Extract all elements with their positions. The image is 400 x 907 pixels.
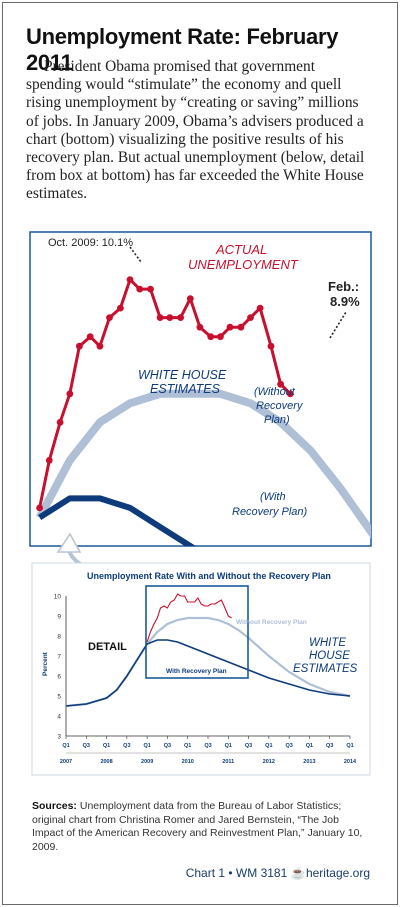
oct-annotation: Oct. 2009: 10.1% [48, 237, 133, 249]
actual-data-point [126, 276, 134, 283]
actual-label-2: UNEMPLOYMENT [188, 257, 299, 272]
page-title: Unemployment Rate: February 2011 [26, 24, 339, 75]
year-label: 2014 [344, 759, 357, 765]
year-label: 2008 [100, 759, 112, 765]
chart-number: Chart 1 • WM 3181 [185, 866, 288, 880]
x-tick-label: Q1 [306, 743, 313, 749]
detail-box [29, 231, 372, 547]
oct-leader-line [129, 246, 142, 263]
actual-data-point [147, 285, 154, 293]
actual-data-point [86, 333, 94, 341]
actual-data-point [256, 304, 264, 312]
main-wh-label-3: ESTIMATES [293, 663, 358, 675]
y-tick-label: 9 [57, 614, 61, 621]
year-label: 2007 [60, 759, 72, 765]
wh-label-1: WHITE HOUSE [138, 368, 227, 382]
y-tick-label: 6 [57, 674, 61, 681]
x-tick-label: Q3 [83, 743, 90, 749]
x-tick-label: Q3 [245, 743, 252, 749]
y-tick-label: 7 [57, 654, 61, 661]
y-tick-label: 10 [54, 594, 62, 601]
actual-data-point [237, 323, 245, 331]
actual-data-point [66, 390, 74, 398]
actual-data-point [76, 342, 83, 350]
actual-data-point [267, 342, 275, 350]
detail-region-box [145, 585, 249, 679]
main-y-label: Percent [42, 651, 49, 676]
actual-data-point [196, 323, 204, 331]
sources-note: Sources: Unemployment data from the Bure… [32, 800, 372, 854]
without-label-3: Plan) [264, 414, 290, 426]
actual-data-point [45, 457, 53, 464]
actual-data-point [136, 285, 144, 293]
actual-data-point [166, 314, 174, 321]
y-tick-label: 8 [57, 634, 61, 641]
main-series-actual [146, 593, 232, 643]
actual-data-point [36, 504, 43, 512]
x-tick-label: Q3 [164, 743, 171, 749]
wh-label-2: ESTIMATES [150, 382, 221, 396]
x-tick-label: Q1 [184, 743, 191, 749]
footer: Chart 1 • WM 3181 ☕ heritage.org [186, 866, 370, 880]
actual-data-point [117, 304, 124, 312]
year-label: 2010 [182, 759, 194, 765]
actual-data-point [226, 323, 234, 331]
main-series-with-plan [65, 639, 351, 707]
main-chart-panel [31, 562, 371, 776]
actual-data-point [207, 333, 215, 341]
feb-annotation-1: Feb.: [328, 279, 359, 294]
without-label-2: Recovery [256, 400, 304, 412]
x-tick-label: Q3 [285, 743, 292, 749]
main-chart-title: Unemployment Rate With and Without the R… [87, 571, 331, 581]
actual-data-point [217, 333, 224, 341]
year-label: 2012 [263, 759, 275, 765]
year-label: 2011 [222, 759, 234, 765]
x-tick-label: Q1 [103, 743, 110, 749]
x-tick-label: Q1 [62, 743, 69, 749]
actual-data-point [156, 314, 164, 321]
feb-leader-line [329, 311, 347, 339]
x-tick-label: Q3 [326, 743, 333, 749]
with-label-1: (With [260, 491, 286, 503]
actual-data-point [106, 314, 113, 321]
y-tick-label: 4 [57, 714, 61, 721]
actual-data-point [186, 295, 194, 302]
x-tick-label: Q1 [346, 743, 353, 749]
sources-label: Sources: [32, 800, 77, 812]
intro-paragraph: President Obama promised that government… [26, 58, 365, 203]
x-tick-label: Q1 [143, 743, 150, 749]
feb-annotation-2: 8.9% [330, 294, 360, 309]
x-tick-label: Q1 [265, 743, 272, 749]
sources-text: Unemployment data from the Bureau of Lab… [32, 800, 363, 853]
detail-arrow-head [56, 532, 82, 553]
main-wh-label-2: HOUSE [309, 650, 350, 662]
detail-series-with-plan [37, 495, 196, 546]
x-tick-label: Q3 [204, 743, 211, 749]
actual-data-point [177, 314, 185, 321]
with-label-2: Recovery Plan) [232, 506, 308, 518]
year-label: 2009 [141, 759, 153, 765]
with-plan-label: With Recovery Plan [166, 668, 227, 675]
actual-data-point [96, 342, 104, 350]
without-label-1: (Without [254, 386, 296, 398]
actual-label-1: ACTUAL [215, 242, 267, 257]
actual-data-point [56, 418, 64, 426]
x-tick-label: Q3 [123, 743, 130, 749]
y-tick-label: 3 [57, 734, 61, 741]
detail-series-without-plan [36, 389, 371, 539]
site-name: heritage.org [305, 866, 370, 880]
actual-data-point [247, 314, 254, 321]
y-tick-label: 5 [57, 694, 61, 701]
actual-data-point [286, 390, 294, 398]
main-wh-label-1: WHITE [309, 637, 346, 649]
detail-label: DETAIL [88, 641, 127, 653]
x-tick-label: Q1 [225, 743, 232, 749]
liberty-bell-icon: ☕ [290, 866, 306, 880]
without-plan-label: Without Recovery Plan [236, 619, 307, 626]
actual-data-point [277, 380, 284, 388]
year-label: 2013 [303, 759, 315, 765]
